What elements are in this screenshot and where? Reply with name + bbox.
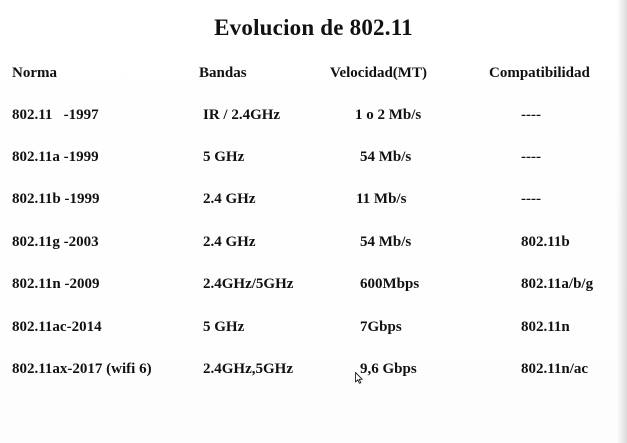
row-compatibilidad: ---- xyxy=(521,191,541,207)
row-norma: 802.11n -2009 xyxy=(12,276,100,292)
row-velocidad: 600Mbps xyxy=(360,276,420,292)
row-bandas: 2.4GHz/5GHz xyxy=(203,276,294,292)
row-norma: 802.11a -1999 xyxy=(12,149,99,165)
row-bandas: 5 GHz xyxy=(203,319,245,335)
row-velocidad: 11 Mb/s xyxy=(356,191,407,207)
row-norma: 802.11b -1999 xyxy=(12,191,100,207)
row-velocidad: 54 Mb/s xyxy=(360,149,412,165)
row-velocidad: 9,6 Gbps xyxy=(360,361,417,377)
mouse-pointer-icon xyxy=(355,372,363,384)
slide-title: Evolucion de 802.11 xyxy=(214,15,413,40)
header-norma: Norma xyxy=(12,65,57,81)
row-bandas: 2.4GHz,5GHz xyxy=(203,361,293,377)
row-norma: 802.11ax-2017 (wifi 6) xyxy=(12,361,152,377)
row-compatibilidad: 802.11a/b/g xyxy=(521,276,594,292)
row-bandas: IR / 2.4GHz xyxy=(203,107,281,123)
row-norma: 802.11 -1997 xyxy=(12,107,99,123)
header-bandas: Bandas xyxy=(199,65,247,81)
row-bandas: 2.4 GHz xyxy=(203,234,256,250)
header-compatibilidad: Compatibilidad xyxy=(489,65,590,81)
row-norma: 802.11ac-2014 xyxy=(12,319,102,335)
row-velocidad: 1 o 2 Mb/s xyxy=(355,107,422,123)
row-norma: 802.11g -2003 xyxy=(12,234,99,250)
row-bandas: 2.4 GHz xyxy=(203,191,256,207)
row-compatibilidad: 802.11b xyxy=(521,234,570,250)
row-compatibilidad: 802.11n xyxy=(521,319,570,335)
row-compatibilidad: 802.11n/ac xyxy=(521,361,589,377)
row-compatibilidad: ---- xyxy=(521,149,541,165)
row-bandas: 5 GHz xyxy=(203,149,245,165)
row-velocidad: 7Gbps xyxy=(360,319,402,335)
header-velocidad: Velocidad(MT) xyxy=(330,65,427,81)
row-compatibilidad: ---- xyxy=(521,107,541,123)
slide-edge-shadow xyxy=(617,0,627,443)
row-velocidad: 54 Mb/s xyxy=(360,234,412,250)
